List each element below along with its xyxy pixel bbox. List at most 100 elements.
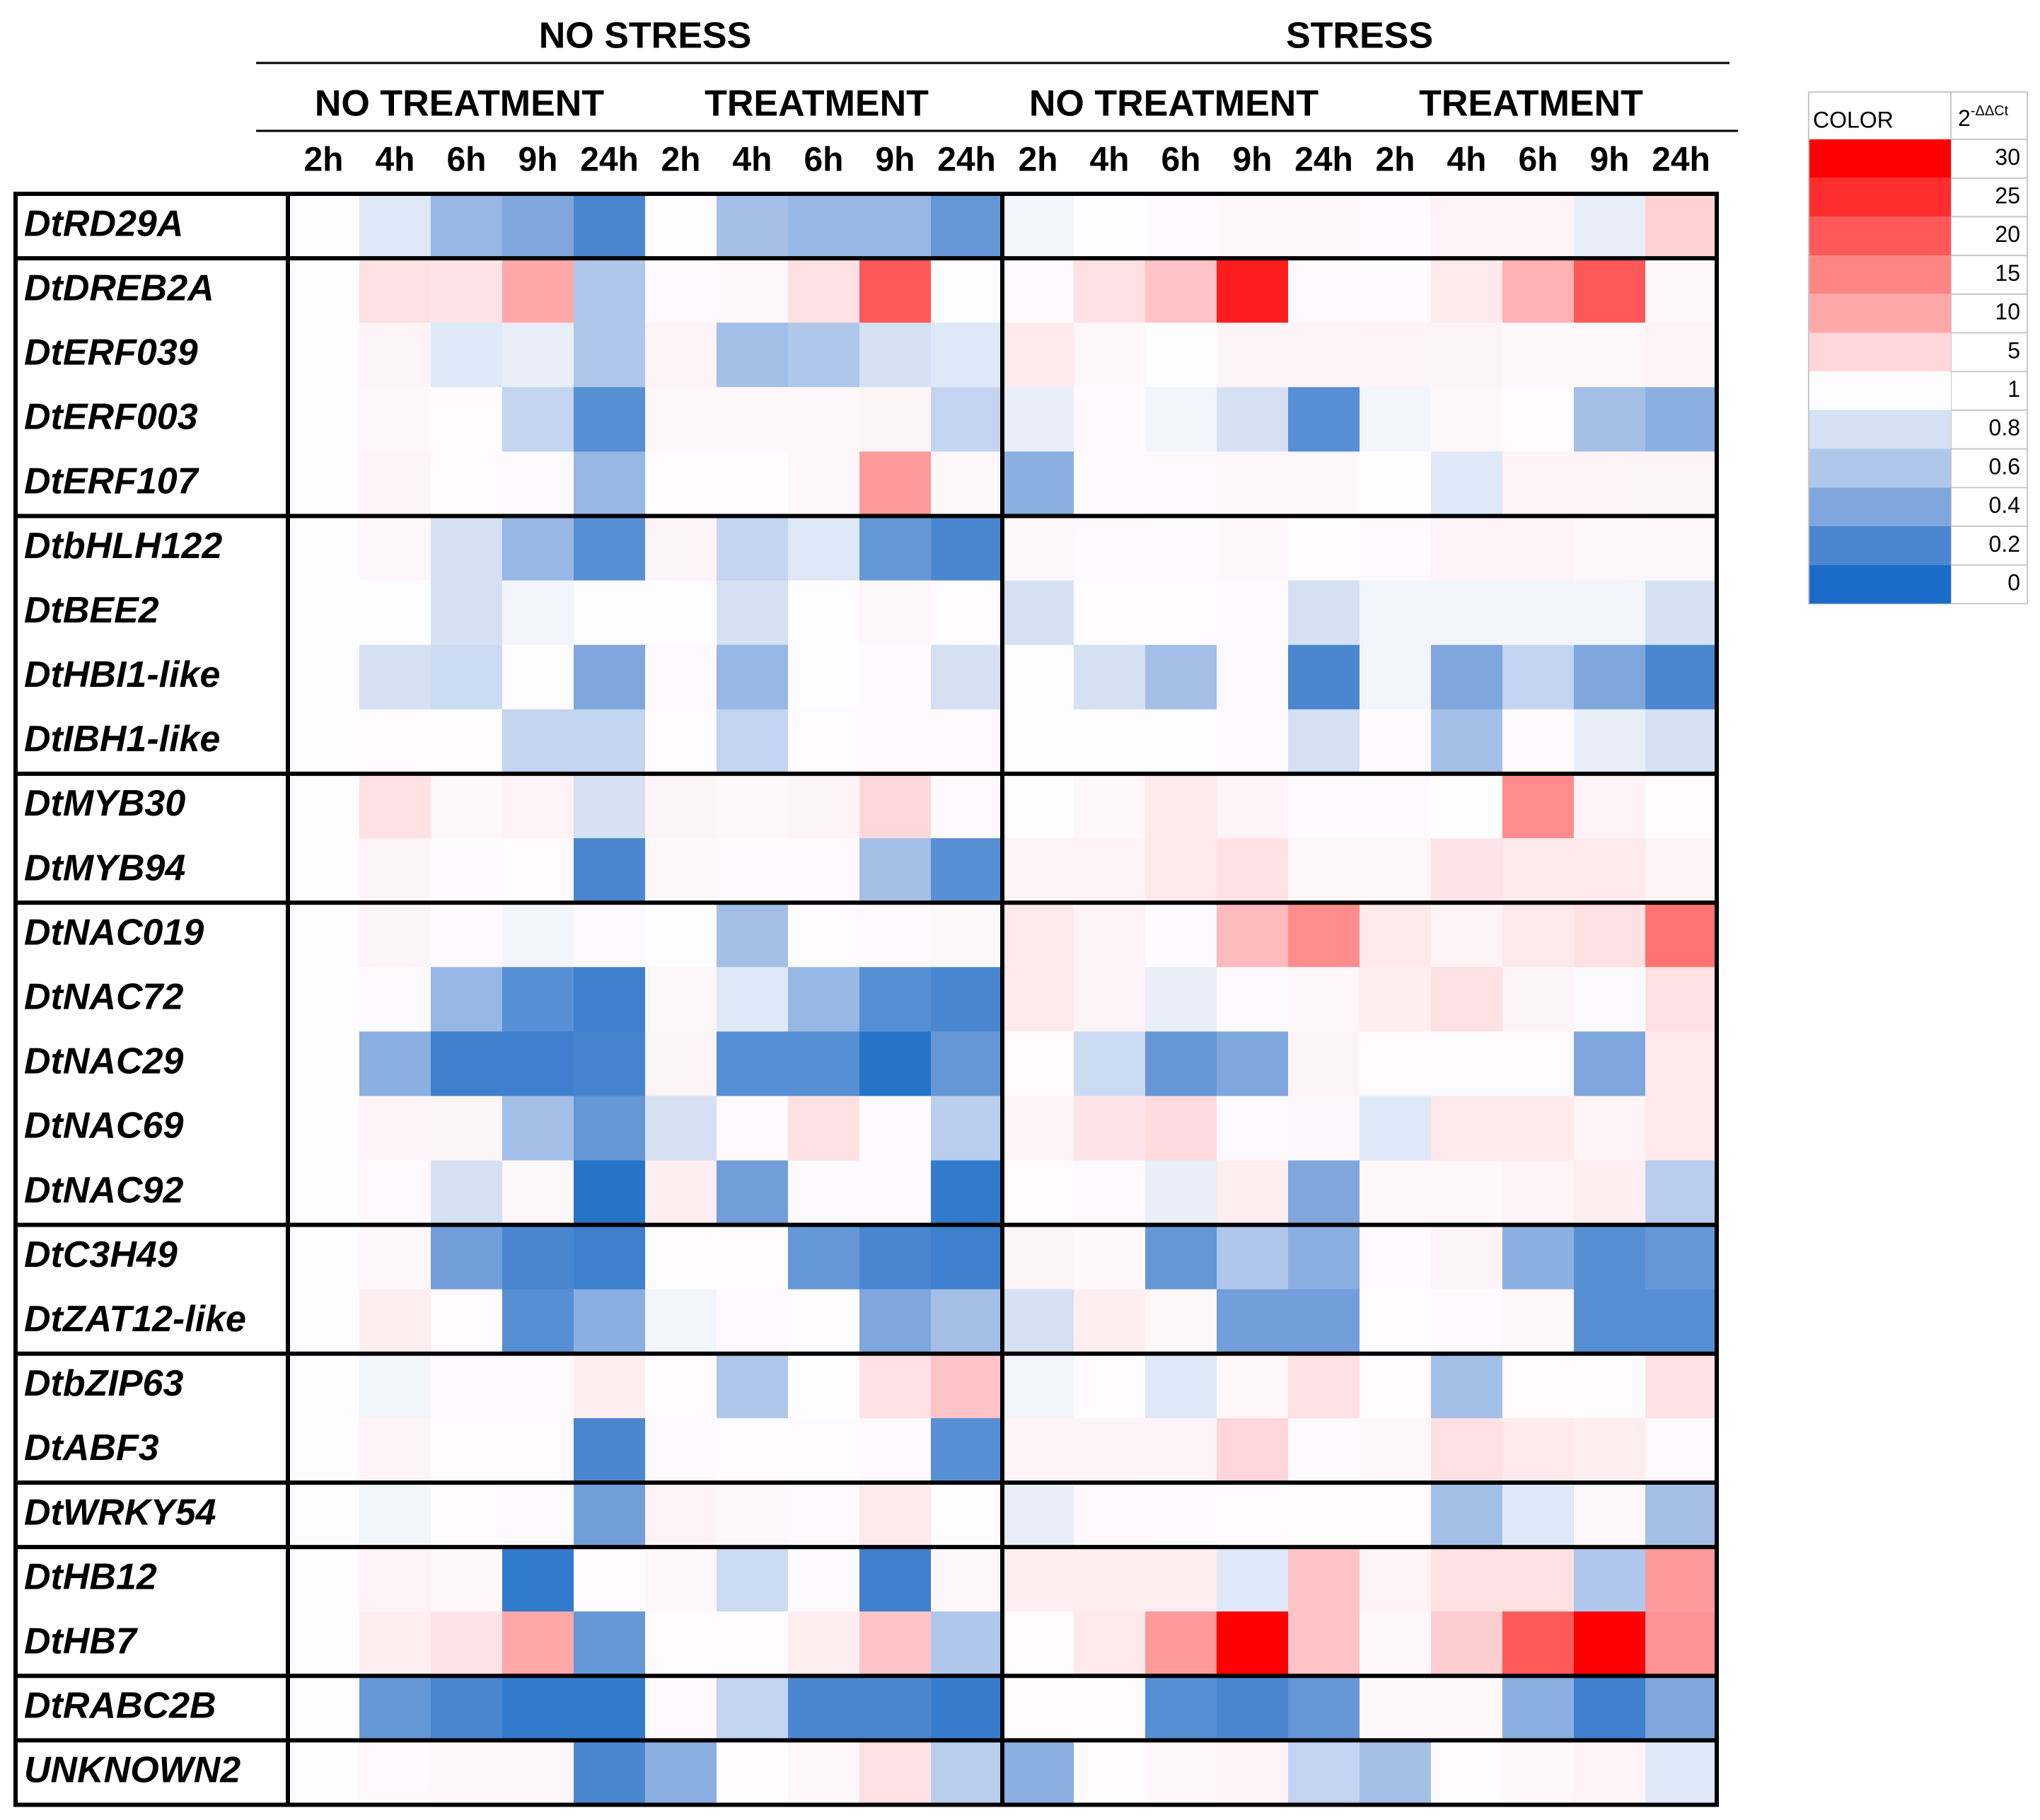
heatmap-cell [288,903,360,968]
heatmap-cell [1145,387,1217,452]
heatmap-cell [288,258,360,323]
heatmap-cell [431,1483,503,1548]
heatmap-cell [1360,644,1432,710]
heatmap-cell [788,1483,860,1548]
header: NO STRESS STRESS NO TREATMENT TREATMENT NO T… [256,16,1738,179]
heatmap-cell [1574,838,1646,903]
heatmap-cell [1217,967,1289,1032]
heatmap-cell [359,1483,431,1548]
heatmap-cell [1431,838,1503,903]
heatmap-cell [931,1483,1003,1548]
heatmap-cell [1145,838,1217,903]
heatmap-cell [859,709,932,775]
heatmap-cell [1574,903,1646,968]
heatmap-cell [1645,387,1717,452]
legend-tick-label: 1 [2007,376,2020,402]
heatmap-cell [1074,644,1146,710]
heatmap-cell [1288,1353,1360,1419]
heatmap-cell [431,323,503,388]
legend-tick-label: 0.2 [1989,531,2020,557]
heatmap-cell [717,1160,789,1226]
heatmap-cell [645,258,717,323]
heatmap-cell [1002,1418,1074,1483]
heatmap-cell [1431,1740,1503,1806]
heatmap-cell [1502,1224,1575,1290]
x-tick-label: 24h [580,141,639,179]
subgroup-label: TREATMENT [1419,83,1643,124]
heatmap-cell [788,1224,860,1290]
heatmap-cell [1502,1418,1575,1483]
heatmap-cell [1217,1611,1289,1676]
heatmap-cell [288,1160,360,1226]
heatmap-cell [1502,1676,1575,1741]
heatmap-cell [502,1224,574,1290]
heatmap-cell [1502,323,1575,388]
y-tick-label: DtRABC2B [24,1686,216,1727]
heatmap-cell [931,644,1003,710]
heatmap-cell [859,773,932,839]
heatmap-cell [574,580,646,646]
heatmap-cell [1217,1224,1289,1290]
heatmap-cell [1360,1418,1432,1483]
heatmap-cell [1074,903,1146,968]
heatmap-cell [502,1418,574,1483]
legend-swatch [1809,448,1951,488]
heatmap-cell [502,1353,574,1419]
heatmap-cell [645,1611,717,1676]
heatmap-cell [645,838,717,903]
heatmap-cell [645,644,717,710]
heatmap-cell [359,1676,431,1741]
heatmap-cell [1217,258,1289,323]
heatmap-cell [717,516,789,581]
heatmap-cell [1360,1289,1432,1355]
heatmap-cell [288,1483,360,1548]
heatmap-cell [1288,1611,1360,1676]
heatmap-cell [431,1289,503,1355]
heatmap-cell [1360,1611,1432,1676]
heatmap-cell [645,1740,717,1806]
heatmap-cell [431,387,503,452]
heatmap-cell [788,709,860,775]
heatmap-cell [1288,1224,1360,1290]
legend-swatch [1809,487,1951,526]
heatmap-cell [931,1353,1003,1419]
heatmap-cell [502,1611,574,1676]
heatmap-cell [1145,323,1217,388]
heatmap-cell [502,1483,574,1548]
heatmap-cell [788,387,860,452]
heatmap-cell [288,1031,360,1096]
heatmap-cell [859,1676,932,1741]
heatmap-cell [1431,1224,1503,1290]
heatmap-cell [1145,1353,1217,1419]
heatmap-cell [1145,258,1217,323]
heatmap-cell [645,967,717,1032]
heatmap-cell [1074,323,1146,388]
y-tick-label: DtMYB94 [24,847,185,888]
heatmap-cell [359,194,431,259]
heatmap-cell [1002,194,1074,259]
heatmap-cell [1431,903,1503,968]
heatmap-cell [359,967,431,1032]
heatmap-cell [859,258,932,323]
heatmap-cell [288,709,360,775]
heatmap-cell [931,1547,1003,1612]
heatmap-cell [1002,323,1074,388]
heatmap-cell [1288,1289,1360,1355]
heatmap-cell [574,1096,646,1161]
heatmap-cell [1288,838,1360,903]
heatmap-cell [288,1547,360,1612]
heatmap-cell [1574,516,1646,581]
heatmap-cell [574,323,646,388]
heatmap-cell [859,1740,932,1806]
heatmap-cell [1145,194,1217,259]
heatmap-cell [502,1676,574,1741]
heatmap-cell [931,451,1003,517]
heatmap-cell [1645,709,1717,775]
heatmap-cell [1145,1224,1217,1290]
x-tick-label: 6h [1518,141,1558,179]
heatmap-cell [574,838,646,903]
heatmap-cell [1288,323,1360,388]
heatmap-cell [645,1547,717,1612]
heatmap-cell [717,1547,789,1612]
heatmap-cell [788,194,860,259]
